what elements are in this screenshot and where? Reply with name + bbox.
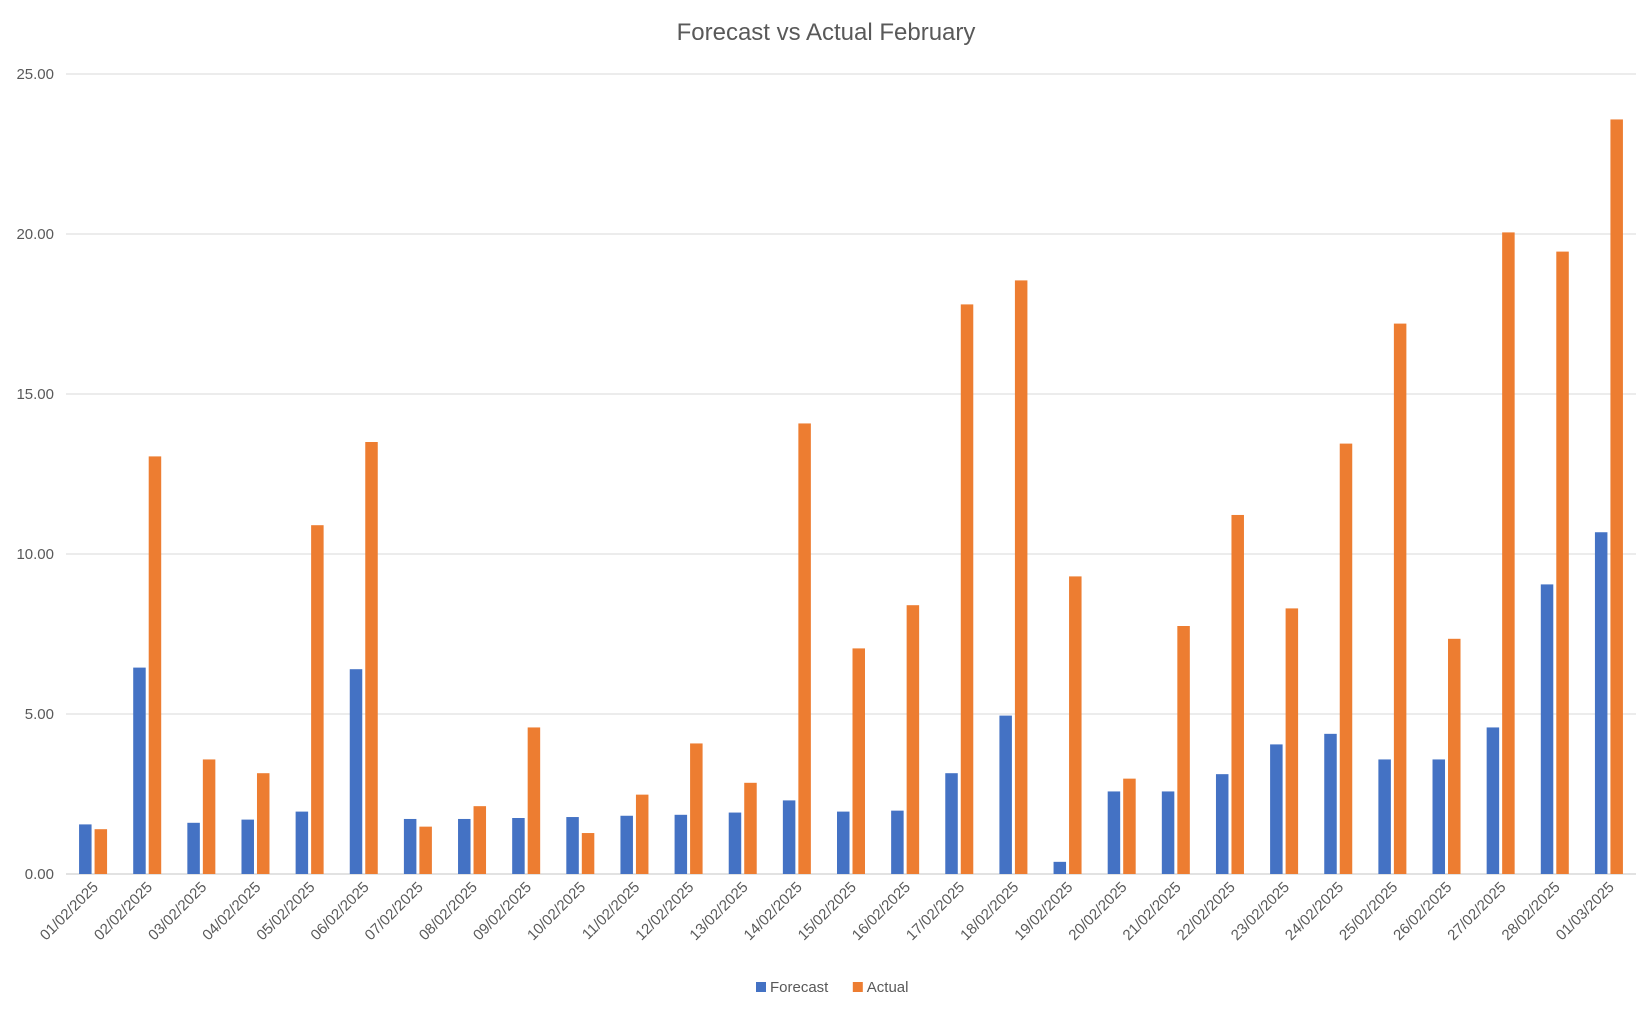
bar-actual xyxy=(1610,119,1623,874)
y-tick-label: 25.00 xyxy=(16,66,54,83)
bar-actual xyxy=(1231,514,1244,874)
y-tick-label: 20.00 xyxy=(16,226,54,243)
bar-actual xyxy=(1556,251,1569,875)
bar-actual xyxy=(1177,626,1190,874)
bar-actual xyxy=(419,826,432,874)
bar-forecast xyxy=(1324,733,1337,874)
legend-label-actual: Actual xyxy=(867,979,909,996)
bar-actual xyxy=(635,794,649,874)
bar-forecast xyxy=(1215,774,1229,874)
bar-actual xyxy=(473,806,487,874)
bar-forecast xyxy=(458,818,471,874)
bar-forecast xyxy=(1432,759,1446,874)
bar-actual xyxy=(960,304,974,874)
bar-actual xyxy=(798,423,811,874)
x-axis-ticks: 01/02/202502/02/202503/02/202504/02/2025… xyxy=(37,879,1618,944)
bar-forecast xyxy=(728,812,742,874)
bar-forecast xyxy=(566,817,579,874)
bar-forecast xyxy=(512,818,525,874)
bar-forecast xyxy=(945,773,958,874)
bar-actual xyxy=(1123,778,1136,874)
bar-actual xyxy=(906,605,920,874)
bar-forecast xyxy=(674,814,688,874)
y-tick-label: 15.00 xyxy=(16,386,54,403)
bar-forecast xyxy=(1378,759,1391,874)
gridlines xyxy=(66,73,1636,875)
bar-forecast xyxy=(891,810,904,874)
legend-label-forecast: Forecast xyxy=(770,979,829,996)
bar-actual xyxy=(365,442,378,874)
bar-forecast xyxy=(1270,744,1283,874)
bar-actual xyxy=(527,727,541,874)
bar-actual xyxy=(690,743,703,874)
y-tick-label: 5.00 xyxy=(25,706,54,723)
bar-forecast xyxy=(1161,791,1175,874)
y-axis-ticks: 0.00 5.00 10.00 15.00 20.00 25.00 xyxy=(16,66,54,883)
chart-title: Forecast vs Actual February xyxy=(677,19,976,46)
bar-forecast xyxy=(1486,727,1500,874)
bar-actual xyxy=(1014,280,1028,874)
bar-forecast xyxy=(295,811,309,874)
bar-actual xyxy=(1285,608,1299,874)
bar-actual xyxy=(1069,576,1082,874)
bar-forecast xyxy=(782,800,796,874)
bar-forecast xyxy=(1594,532,1608,874)
bar-forecast xyxy=(620,815,633,874)
bar-actual xyxy=(852,648,865,874)
bar-forecast xyxy=(1107,791,1121,874)
bar-actual xyxy=(148,456,162,874)
bar-actual xyxy=(744,782,757,874)
bar-actual xyxy=(202,759,216,874)
bar-actual xyxy=(1502,232,1515,874)
bar-forecast xyxy=(241,819,254,874)
bar-actual xyxy=(1393,323,1407,875)
bar-forecast xyxy=(1540,584,1554,874)
bar-actual xyxy=(581,833,595,874)
bar-forecast xyxy=(999,715,1012,874)
bar-forecast xyxy=(403,818,417,874)
bar-actual xyxy=(256,773,270,874)
bar-actual xyxy=(1448,638,1461,874)
bar-forecast xyxy=(349,669,363,874)
bar-forecast xyxy=(1053,861,1067,874)
bar-forecast xyxy=(79,824,92,874)
bar-forecast xyxy=(133,667,146,874)
bar-forecast xyxy=(837,811,850,874)
x-tick-label: 10/02/2025 xyxy=(524,879,589,944)
x-tick-label: 01/03/2025 xyxy=(1553,879,1618,944)
legend: Forecast Actual xyxy=(756,979,909,996)
bars xyxy=(79,119,1623,875)
bar-forecast xyxy=(187,822,200,874)
y-tick-label: 0.00 xyxy=(25,866,54,883)
legend-swatch-actual xyxy=(852,982,863,992)
bar-actual xyxy=(311,525,324,874)
y-tick-label: 10.00 xyxy=(16,546,54,563)
legend-swatch-forecast xyxy=(756,982,766,992)
bar-actual xyxy=(94,829,108,874)
bar-actual xyxy=(1339,443,1353,874)
